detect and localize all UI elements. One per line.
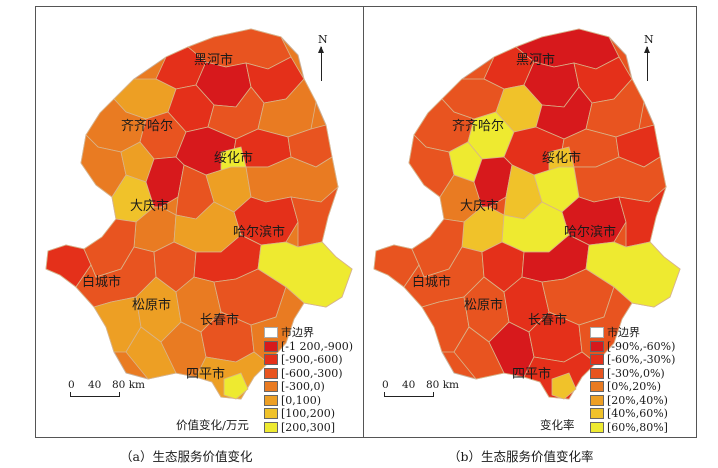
legend-label: [40%,60%) (607, 407, 668, 420)
caption-b: （b）生态服务价值变化率 (448, 449, 594, 464)
region (618, 185, 667, 248)
city-label-suihua: 绥化市 (214, 151, 254, 166)
scale-label-mid: 40 (402, 379, 416, 391)
legend-swatch (590, 394, 604, 406)
legend-boundary: 市边界 (590, 326, 675, 340)
legend-label: [0%,20%) (607, 380, 661, 393)
legend-swatch (264, 381, 278, 393)
legend-swatch-boundary (264, 327, 278, 339)
choropleth-map-b (373, 28, 681, 400)
legend-boundary: 市边界 (264, 326, 353, 340)
scale-label-end: 80 km (112, 379, 146, 391)
legend-item: [-600,-300) (264, 367, 353, 381)
city-label-songyuan: 松原市 (464, 298, 504, 313)
legend-item: [-300,0) (264, 380, 353, 394)
legend-label: 市边界 (281, 326, 314, 339)
legend-swatch-boundary (590, 327, 604, 339)
region (551, 372, 577, 400)
city-label-heihe: 黑河市 (516, 53, 556, 68)
city-label-baicheng: 白城市 (82, 275, 122, 290)
map-panel-a: 黑河市 齐齐哈尔 绥化市 大庆市 哈尔滨市 白城市 松原市 长春市 四平市 N … (35, 6, 369, 438)
city-label-harbin: 哈尔滨市 (233, 225, 286, 240)
legend-swatch (590, 381, 604, 393)
region (223, 372, 249, 400)
legend-label: [-30%,0%) (607, 366, 665, 380)
legend-label: [-300,0) (281, 380, 325, 393)
legend-item: [-90%,-60%) (590, 340, 675, 354)
city-label-qiqihar: 齐齐哈尔 (121, 119, 174, 134)
city-label-qiqihar: 齐齐哈尔 (452, 119, 505, 134)
legend-label: [-600,-300) (281, 366, 343, 380)
scale-label-end: 80 km (426, 379, 460, 391)
caption-a: （a）生态服务价值变化 (120, 449, 253, 464)
legend: 市边界 [-90%,-60%) [-60%,-30%) [-30%,0%) [0… (590, 326, 675, 434)
legend-item: [100,200) (264, 407, 353, 421)
legend: 市边界 [-1 200,-900) [-900,-600) [-600,-300… (264, 326, 353, 434)
city-label-siping: 四平市 (186, 367, 226, 382)
legend-swatch (264, 340, 278, 352)
legend-swatch (264, 408, 278, 420)
legend-swatch (264, 421, 278, 433)
legend-label: [-90%,-60%) (607, 339, 676, 353)
legend-item: [200,300] (264, 421, 353, 435)
legend-item: [0,100) (264, 394, 353, 408)
north-arrow-icon (644, 46, 650, 81)
legend-item: [20%,40%) (590, 394, 675, 408)
legend-item: [-30%,0%) (590, 367, 675, 381)
north-label: N (318, 33, 328, 46)
legend-swatch (264, 354, 278, 366)
legend-item: [-60%,-30%) (590, 353, 675, 367)
legend-swatch (590, 421, 604, 433)
city-label-daqing: 大庆市 (460, 199, 500, 214)
legend-swatch (590, 408, 604, 420)
legend-swatch (590, 354, 604, 366)
city-label-harbin: 哈尔滨市 (564, 225, 617, 240)
legend-label: [20%,40%) (607, 393, 668, 407)
legend-item: [-900,-600) (264, 353, 353, 367)
city-label-daqing: 大庆市 (130, 199, 170, 214)
city-label-changchun: 长春市 (528, 313, 568, 328)
legend-swatch (264, 394, 278, 406)
legend-label: [-1 200,-900) (281, 339, 353, 353)
north-label: N (644, 33, 654, 46)
scale-label-zero: 0 (68, 379, 75, 391)
legend-item: [60%,80%] (590, 421, 675, 435)
scale-label-mid: 40 (88, 379, 102, 391)
legend-title: 价值变化/万元 (176, 418, 249, 432)
legend-item: [0%,20%) (590, 380, 675, 394)
legend-label: [0,100) (281, 393, 322, 407)
legend-item: [40%,60%) (590, 407, 675, 421)
city-label-siping: 四平市 (512, 367, 552, 382)
legend-title: 变化率 (540, 418, 575, 432)
legend-label: [100,200) (281, 407, 336, 420)
choropleth-map-a (45, 28, 353, 400)
region (290, 185, 339, 248)
legend-item: [-1 200,-900) (264, 340, 353, 354)
legend-swatch (590, 367, 604, 379)
legend-label: [200,300] (281, 420, 336, 434)
scale-bar (384, 392, 434, 397)
legend-label: [-60%,-30%) (607, 353, 676, 366)
city-label-heihe: 黑河市 (194, 53, 234, 68)
city-label-songyuan: 松原市 (132, 298, 172, 313)
legend-label: [60%,80%] (607, 420, 668, 434)
scale-label-zero: 0 (382, 379, 389, 391)
city-label-suihua: 绥化市 (542, 151, 582, 166)
city-label-changchun: 长春市 (200, 313, 240, 328)
city-label-baicheng: 白城市 (412, 275, 452, 290)
north-arrow-icon (318, 46, 324, 81)
scale-bar (70, 392, 120, 397)
legend-swatch (590, 340, 604, 352)
legend-swatch (264, 367, 278, 379)
legend-label: 市边界 (607, 326, 640, 339)
legend-label: [-900,-600) (281, 353, 343, 366)
map-panel-b: 黑河市 齐齐哈尔 绥化市 大庆市 哈尔滨市 白城市 松原市 长春市 四平市 N … (363, 6, 697, 438)
